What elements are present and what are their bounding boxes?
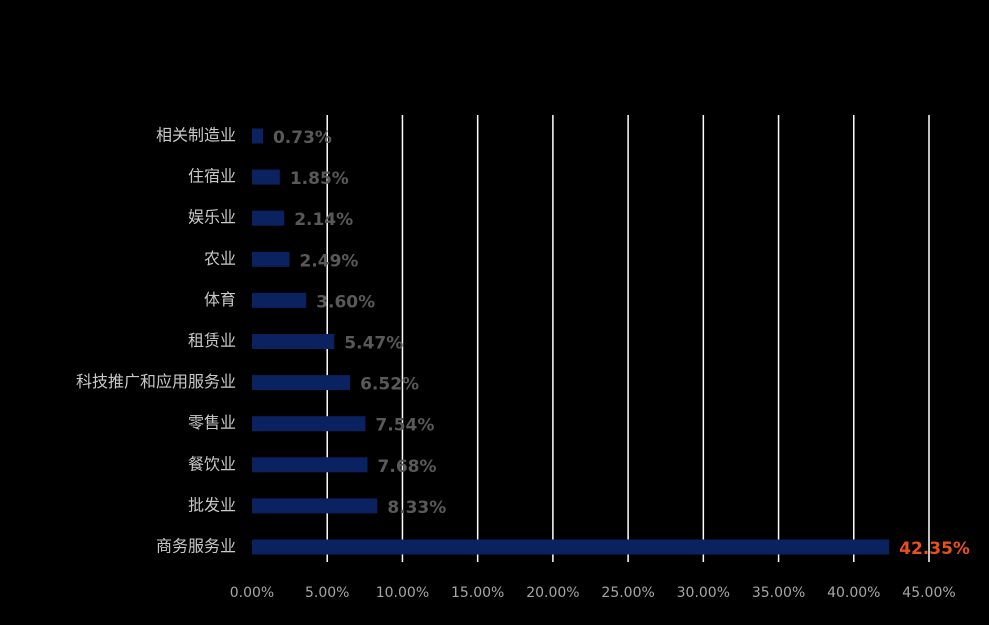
bar (252, 457, 368, 473)
value-label: 3.60% (316, 292, 375, 312)
bar (252, 251, 290, 267)
bar (252, 169, 280, 185)
value-label: 2.49% (299, 251, 358, 271)
x-tick-label: 0.00% (230, 585, 274, 601)
y-tick-label: 住宿业 (188, 167, 236, 186)
y-tick-label: 农业 (204, 249, 236, 268)
x-tick-label: 15.00% (451, 585, 504, 601)
y-tick-label: 零售业 (188, 413, 236, 432)
value-label: 6.52% (360, 375, 419, 395)
bar (252, 334, 335, 349)
value-label: 42.35% (899, 539, 970, 559)
value-label: 1.85% (290, 169, 349, 189)
bar (252, 498, 378, 514)
x-tick-label: 40.00% (827, 585, 880, 601)
y-tick-label: 娱乐业 (188, 208, 236, 227)
bar (252, 128, 263, 144)
y-tick-label: 餐饮业 (188, 454, 236, 473)
y-tick-label: 批发业 (188, 495, 236, 514)
value-label: 8.33% (387, 498, 446, 518)
value-label: 2.14% (294, 210, 353, 230)
bar (252, 292, 307, 308)
x-tick-label: 35.00% (752, 585, 805, 601)
x-tick-label: 10.00% (376, 585, 429, 601)
value-label: 5.47% (344, 334, 403, 354)
x-tick-label: 5.00% (305, 585, 349, 601)
y-tick-label: 租赁业 (188, 331, 236, 350)
y-tick-label: 科技推广和应用服务业 (76, 372, 236, 391)
value-label: 7.68% (378, 457, 437, 477)
value-label: 7.54% (375, 416, 434, 436)
bar (252, 539, 890, 555)
x-tick-label: 20.00% (526, 585, 579, 601)
y-tick-label: 相关制造业 (156, 126, 236, 145)
x-tick-label: 25.00% (601, 585, 654, 601)
bar (252, 416, 366, 432)
y-tick-label: 商务服务业 (156, 537, 236, 556)
x-tick-label: 30.00% (677, 585, 730, 601)
bar (252, 210, 285, 226)
bar (252, 375, 351, 391)
value-label: 0.73% (273, 128, 332, 148)
x-tick-label: 45.00% (902, 585, 955, 601)
y-tick-label: 体育 (204, 290, 236, 309)
